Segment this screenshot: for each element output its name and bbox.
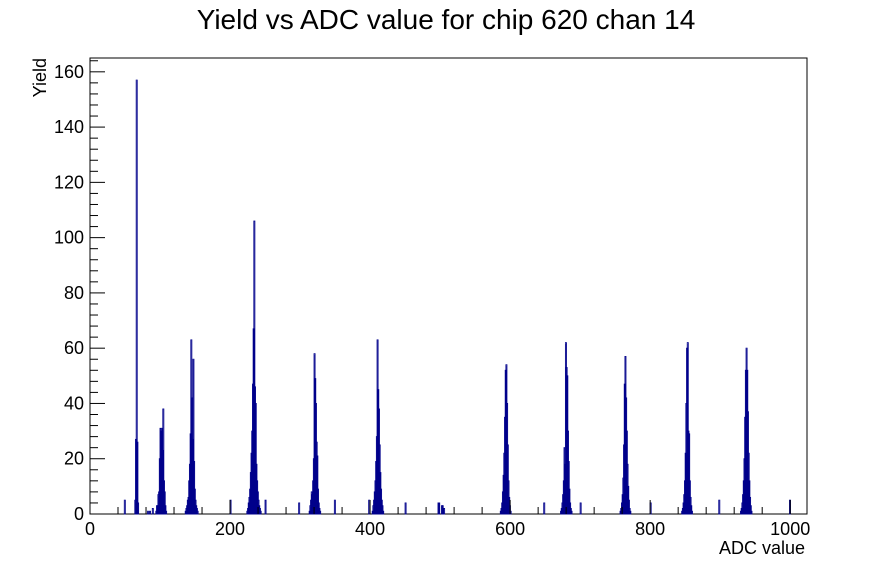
x-axis-ticks: 0 200 400 600 800 1000 <box>85 500 810 539</box>
x-tick-label: 0 <box>85 519 95 539</box>
histogram-bin <box>718 499 721 515</box>
y-axis-label: Yield <box>30 58 50 97</box>
histogram-bin <box>368 499 371 515</box>
y-tick-label: 160 <box>54 62 84 82</box>
histogram-bin <box>196 510 199 515</box>
y-tick-label: 120 <box>54 172 84 192</box>
x-tick-label: 200 <box>215 519 245 539</box>
x-tick-label: 800 <box>635 519 665 539</box>
chart-title: Yield vs ADC value for chip 620 chan 14 <box>197 4 696 35</box>
histogram-bin <box>137 502 140 515</box>
histogram-bin <box>691 510 693 515</box>
histogram-bars <box>123 79 791 515</box>
histogram-bin <box>146 510 149 515</box>
histogram-bin <box>579 502 582 515</box>
histogram-bin <box>438 502 441 515</box>
x-axis-label: ADC value <box>719 538 805 558</box>
histogram-bin <box>443 508 446 515</box>
histogram-bin <box>165 510 168 515</box>
y-tick-label: 40 <box>64 393 84 413</box>
plot-frame <box>89 57 808 515</box>
x-tick-label: 1000 <box>770 519 810 539</box>
y-axis-ticks: 0 20 40 60 80 100 120 140 160 <box>54 60 105 524</box>
histogram-bin <box>570 510 573 515</box>
histogram-bin <box>123 499 126 515</box>
histogram-bin <box>333 499 336 515</box>
histogram-bin <box>404 502 407 515</box>
y-tick-label: 140 <box>54 117 84 137</box>
histogram-bin <box>151 508 154 515</box>
histogram-bin <box>319 510 322 515</box>
x-tick-label: 600 <box>495 519 525 539</box>
y-tick-label: 80 <box>64 283 84 303</box>
histogram-bin <box>264 499 267 515</box>
histogram-bin <box>750 510 753 515</box>
histogram-bin <box>629 510 632 515</box>
y-tick-label: 100 <box>54 228 84 248</box>
y-tick-label: 0 <box>74 504 84 524</box>
y-tick-label: 60 <box>64 338 84 358</box>
histogram-bin <box>382 510 385 515</box>
histogram-bin <box>259 510 262 515</box>
y-tick-label: 20 <box>64 449 84 469</box>
histogram-bin <box>149 510 151 515</box>
histogram-bin <box>543 502 546 515</box>
x-tick-label: 400 <box>355 519 385 539</box>
histogram-bin <box>298 502 301 515</box>
